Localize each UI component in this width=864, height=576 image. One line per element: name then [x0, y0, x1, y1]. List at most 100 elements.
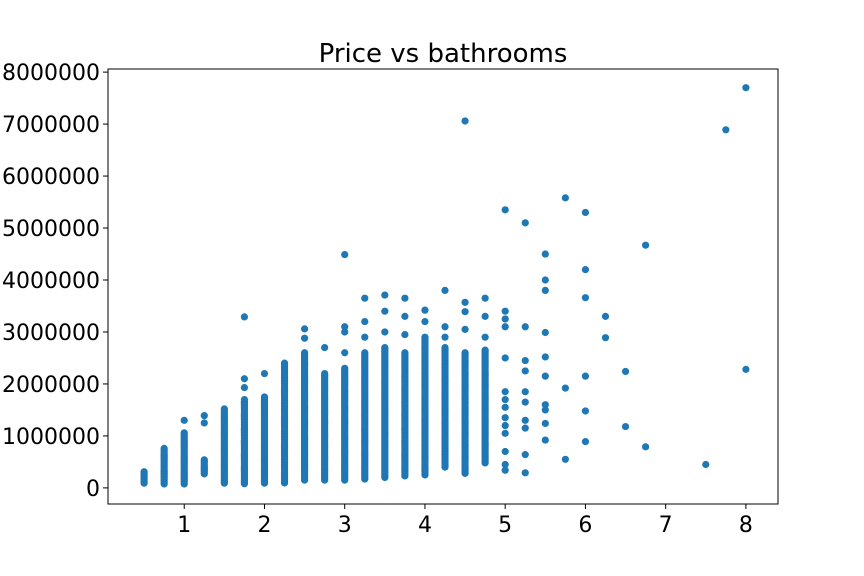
data-point	[501, 429, 509, 437]
data-point	[621, 367, 630, 376]
data-point	[501, 466, 509, 474]
y-tick-label: 8000000	[2, 61, 100, 86]
data-point	[541, 372, 549, 380]
data-point	[521, 451, 529, 459]
data-point	[581, 208, 590, 217]
data-point	[160, 444, 168, 452]
data-point	[541, 353, 549, 361]
data-point	[541, 286, 549, 294]
data-point	[321, 343, 329, 352]
data-point	[642, 443, 650, 451]
data-point	[621, 422, 630, 431]
data-point	[260, 369, 269, 378]
data-point	[421, 317, 429, 326]
y-tick-label: 5000000	[2, 217, 100, 242]
data-point	[441, 323, 449, 331]
y-tick-label: 1000000	[2, 425, 100, 450]
data-point	[240, 375, 249, 383]
data-point	[581, 294, 590, 302]
data-point	[541, 419, 549, 428]
data-point	[481, 312, 489, 320]
data-point	[240, 313, 249, 321]
data-point	[341, 328, 349, 336]
x-tick-label: 2	[257, 513, 271, 538]
data-point	[581, 372, 590, 380]
data-point	[501, 460, 509, 469]
data-point	[521, 219, 529, 227]
data-point	[381, 307, 389, 315]
data-point	[501, 388, 509, 396]
x-tick-label: 5	[498, 513, 512, 538]
x-tick-label: 3	[338, 513, 352, 538]
data-point	[501, 354, 509, 362]
data-point	[501, 315, 509, 323]
data-point	[140, 470, 148, 478]
data-point	[300, 349, 309, 357]
data-point	[401, 312, 409, 320]
y-axis-ticks: 0 1000000 2000000 3000000 4000000 5000000 6000…	[2, 61, 108, 502]
data-point	[541, 401, 549, 409]
data-point	[461, 117, 469, 125]
data-point	[361, 317, 369, 326]
data-point	[541, 276, 549, 284]
data-point	[321, 369, 329, 378]
data-point	[200, 456, 208, 464]
axes	[107, 68, 779, 505]
data-point	[220, 405, 228, 413]
data-point	[180, 429, 188, 437]
data-point	[521, 367, 529, 375]
data-point	[601, 312, 610, 320]
data-point	[561, 384, 569, 392]
data-point	[581, 266, 590, 274]
y-tick-label: 6000000	[2, 165, 100, 190]
data-point	[461, 349, 469, 357]
x-axis-ticks: 1 2 3 4 5 6 7 8	[177, 504, 753, 538]
data-point	[501, 421, 509, 430]
data-point	[341, 250, 349, 259]
data-point	[381, 343, 389, 352]
data-point	[481, 333, 489, 341]
data-point	[521, 469, 529, 477]
data-point	[481, 346, 489, 354]
x-tick-label: 6	[578, 513, 592, 538]
data-point	[501, 395, 509, 404]
data-point	[521, 388, 529, 396]
data-point	[381, 328, 389, 336]
data-point	[501, 307, 509, 315]
data-point	[642, 241, 650, 249]
x-tick-label: 7	[659, 513, 673, 538]
data-point	[461, 325, 469, 333]
data-point	[742, 84, 750, 92]
y-tick-label: 3000000	[2, 321, 100, 346]
data-point	[541, 328, 549, 337]
data-point	[200, 412, 208, 420]
data-point	[260, 402, 269, 410]
data-point	[300, 334, 309, 342]
data-point	[240, 383, 249, 392]
data-point	[541, 406, 549, 414]
data-point	[521, 424, 529, 432]
data-point	[581, 438, 590, 446]
data-points	[140, 84, 750, 488]
data-point	[300, 325, 309, 333]
y-tick-label: 0	[86, 477, 100, 502]
data-point	[561, 194, 569, 202]
data-point	[501, 206, 509, 214]
x-tick-label: 1	[177, 513, 191, 538]
data-point	[541, 436, 549, 444]
data-point	[501, 414, 509, 422]
data-point	[501, 323, 509, 331]
data-point	[240, 395, 249, 404]
data-point	[421, 333, 429, 341]
data-point	[601, 334, 610, 342]
data-point	[401, 349, 409, 357]
data-point	[481, 294, 489, 302]
data-point	[361, 333, 369, 341]
data-point	[521, 323, 529, 331]
data-point	[521, 398, 529, 406]
data-point	[441, 286, 449, 294]
data-point	[521, 356, 529, 365]
data-point	[341, 349, 349, 357]
data-point	[581, 407, 590, 415]
